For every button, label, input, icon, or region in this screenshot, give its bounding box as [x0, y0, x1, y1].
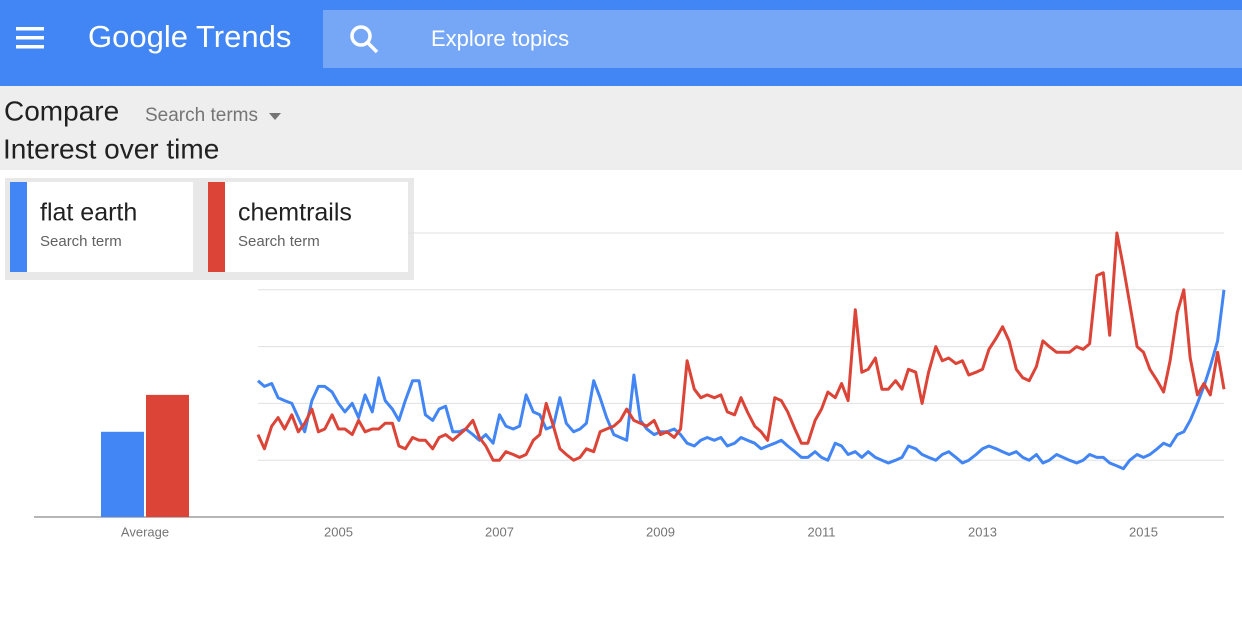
section-title: Interest over time [3, 133, 219, 164]
legend-name[interactable]: chemtrails [238, 199, 352, 227]
x-tick-label: 2011 [808, 524, 836, 539]
compare-dropdown[interactable]: Search terms [145, 105, 258, 126]
x-tick-label: 2007 [485, 524, 514, 539]
menu-line [16, 45, 44, 49]
menu-line [16, 27, 44, 31]
legend-swatch [208, 182, 225, 272]
menu-icon[interactable] [16, 27, 44, 49]
search-icon [350, 25, 379, 54]
series-line [256, 231, 1226, 462]
legend-subtitle: Search term [238, 233, 320, 250]
dropdown-arrow[interactable] [269, 113, 281, 120]
plot: 2005 2007 2009 2011 2013 2015 Average [34, 231, 1226, 539]
compare-title: Compare [4, 95, 119, 126]
average-label: Average [121, 524, 169, 539]
x-tick-label: 2009 [646, 524, 675, 539]
x-tick-label: 2013 [968, 524, 997, 539]
series-line [257, 289, 1226, 471]
average-bar [101, 431, 144, 517]
toolbar [0, 86, 1242, 170]
menu-line [16, 36, 44, 40]
legend-card[interactable] [10, 182, 193, 272]
x-tick-label: 2005 [324, 524, 353, 539]
legend-name[interactable]: flat earth [40, 199, 137, 227]
x-tick-label: 2015 [1129, 524, 1158, 539]
legend-card[interactable] [208, 182, 408, 272]
average-bar [146, 394, 189, 517]
legend-swatch [10, 182, 27, 272]
legend: flat earth Search term chemtrails Search te… [10, 182, 408, 272]
search-box[interactable] [323, 10, 1242, 68]
app-name: Google Trends [88, 19, 291, 54]
search-placeholder[interactable]: Explore topics [431, 26, 569, 51]
legend-subtitle: Search term [40, 233, 122, 250]
